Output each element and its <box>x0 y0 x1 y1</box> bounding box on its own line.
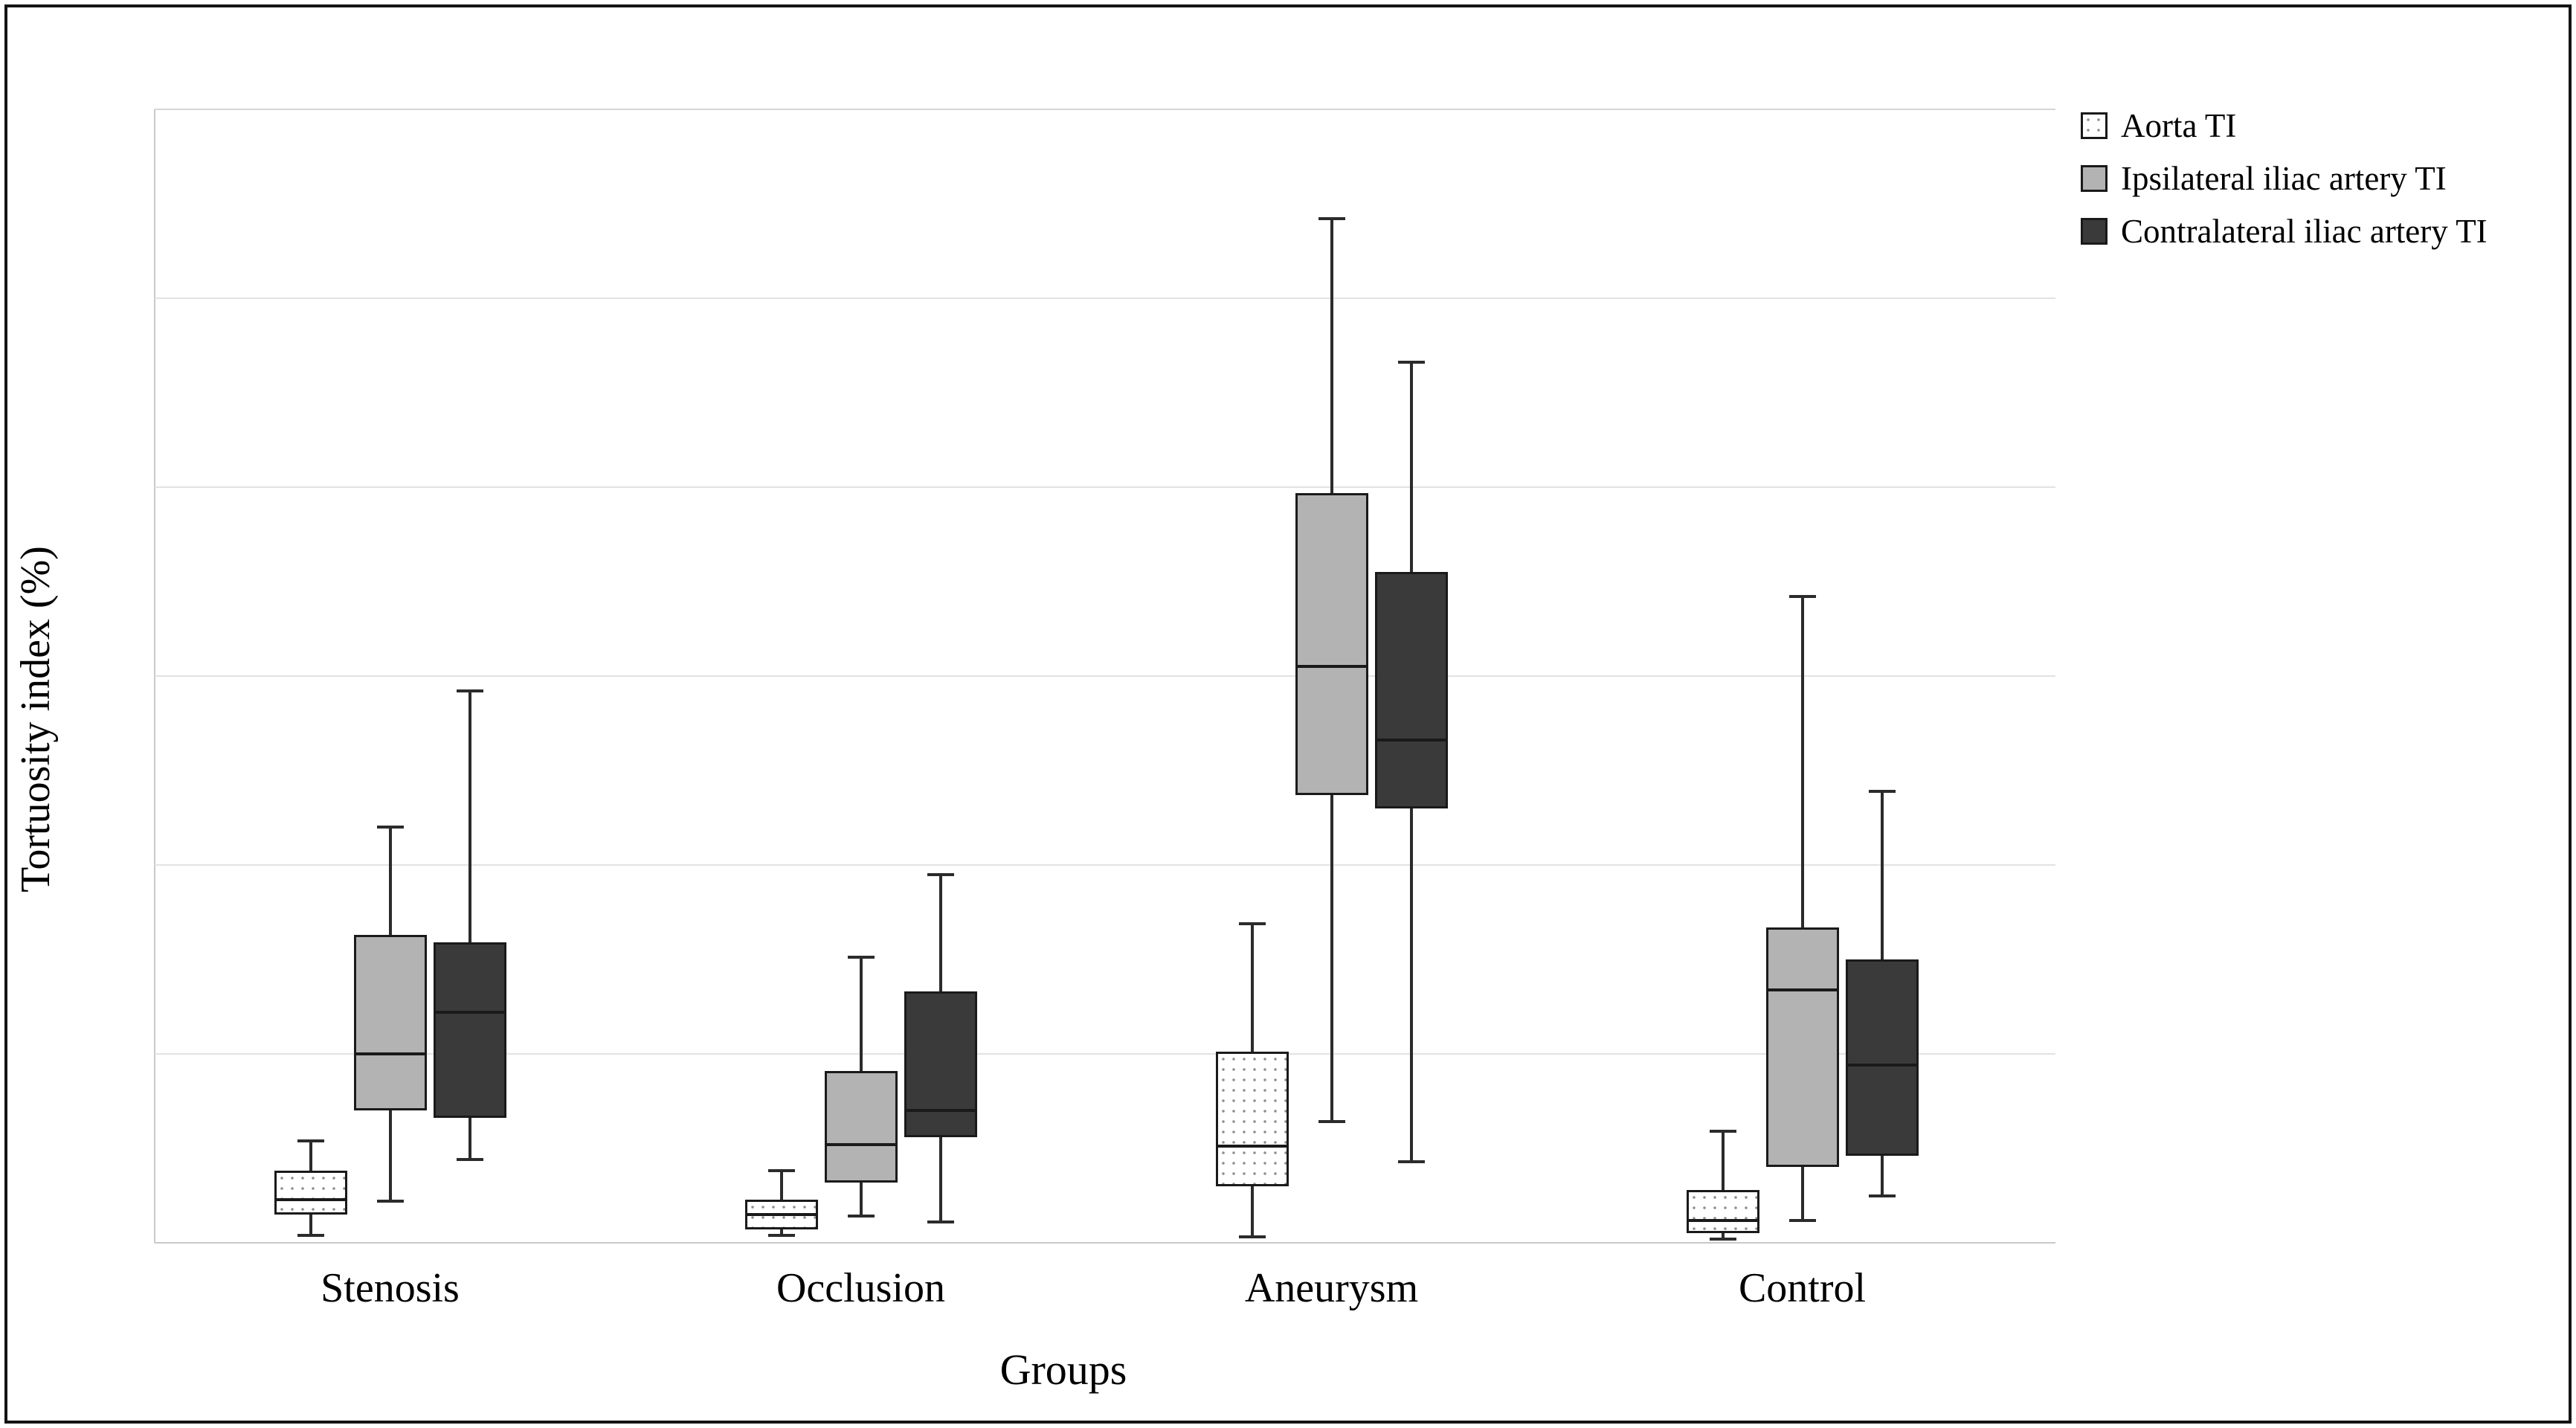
category-label-aneurysm: Aneurysm <box>1244 1265 1419 1311</box>
whisker-cap-max-ipsilateral-aneurysm <box>1318 217 1345 221</box>
legend-swatch-2 <box>2081 165 2108 192</box>
category-label-control: Control <box>1738 1265 1867 1311</box>
whisker-upper-ipsilateral-control <box>1800 596 1804 927</box>
legend-label-1: Aorta TI <box>2121 106 2237 144</box>
box-ipsilateral-stenosis <box>353 934 427 1111</box>
box-aorta-occlusion <box>744 1199 818 1230</box>
whisker-lower-contralateral-aneurysm <box>1409 808 1413 1162</box>
plot-area <box>154 109 2055 1244</box>
median-ipsilateral-control <box>1765 988 1839 991</box>
whisker-lower-aorta-aneurysm <box>1250 1186 1254 1238</box>
whisker-cap-max-contralateral-occlusion <box>927 872 954 876</box>
median-aorta-control <box>1686 1218 1759 1222</box>
whisker-cap-max-contralateral-stenosis <box>456 689 483 693</box>
whisker-upper-ipsilateral-aneurysm <box>1330 219 1333 493</box>
box-aorta-control <box>1686 1189 1759 1234</box>
legend-item-1: Aorta TI <box>2081 99 2236 152</box>
whisker-cap-min-aorta-aneurysm <box>1238 1235 1266 1239</box>
legend-label-2: Ipsilateral iliac artery TI <box>2121 159 2447 197</box>
whisker-cap-min-ipsilateral-stenosis <box>376 1200 404 1203</box>
whisker-cap-min-ipsilateral-occlusion <box>847 1215 875 1218</box>
whisker-cap-max-aorta-aneurysm <box>1238 922 1266 925</box>
whisker-lower-ipsilateral-control <box>1800 1167 1804 1220</box>
median-aorta-occlusion <box>744 1212 818 1216</box>
median-aorta-aneurysm <box>1215 1145 1289 1148</box>
y-axis-title: Tortuosity index (%) <box>12 546 59 892</box>
median-ipsilateral-aneurysm <box>1295 665 1368 669</box>
gridline-60 <box>155 109 2055 110</box>
whisker-upper-contralateral-stenosis <box>468 691 471 943</box>
whisker-upper-contralateral-control <box>1880 791 1884 959</box>
whisker-cap-min-contralateral-occlusion <box>927 1220 954 1224</box>
median-ipsilateral-stenosis <box>353 1052 427 1055</box>
whisker-cap-min-contralateral-control <box>1868 1194 1896 1197</box>
whisker-cap-max-ipsilateral-stenosis <box>376 826 404 829</box>
x-axis-line <box>155 1242 2055 1244</box>
whisker-cap-max-aorta-control <box>1709 1130 1736 1133</box>
whisker-cap-min-ipsilateral-control <box>1788 1218 1816 1222</box>
whisker-cap-max-contralateral-control <box>1868 789 1896 793</box>
whisker-cap-max-aorta-occlusion <box>767 1169 795 1173</box>
figure-border <box>4 4 2572 1424</box>
whisker-cap-min-aorta-occlusion <box>767 1233 795 1237</box>
whisker-cap-min-contralateral-aneurysm <box>1397 1160 1425 1163</box>
whisker-upper-aorta-control <box>1721 1131 1725 1190</box>
gridline-50 <box>155 298 2055 299</box>
legend-item-2: Ipsilateral iliac artery TI <box>2081 152 2447 205</box>
median-contralateral-aneurysm <box>1374 739 1448 742</box>
legend-label-3: Contralateral iliac artery TI <box>2121 212 2488 250</box>
whisker-upper-aorta-occlusion <box>779 1171 783 1200</box>
whisker-lower-contralateral-stenosis <box>468 1118 471 1160</box>
whisker-lower-ipsilateral-occlusion <box>859 1182 863 1217</box>
gridline-40 <box>155 486 2055 488</box>
whisker-cap-max-ipsilateral-control <box>1788 595 1816 599</box>
whisker-lower-contralateral-control <box>1880 1156 1884 1196</box>
x-axis-title: Groups <box>999 1345 1127 1394</box>
gridline-30 <box>155 675 2055 677</box>
whisker-lower-contralateral-occlusion <box>938 1136 942 1223</box>
box-contralateral-stenosis <box>433 942 506 1119</box>
median-contralateral-stenosis <box>433 1011 506 1014</box>
median-ipsilateral-occlusion <box>824 1142 898 1146</box>
box-aorta-aneurysm <box>1215 1052 1289 1186</box>
legend-swatch-1 <box>2081 112 2108 139</box>
y-axis-title-text: Tortuosity index (%) <box>13 546 59 892</box>
median-contralateral-control <box>1845 1064 1919 1067</box>
gridline-20 <box>155 864 2055 866</box>
whisker-cap-max-aorta-stenosis <box>297 1139 324 1142</box>
whisker-cap-max-contralateral-aneurysm <box>1397 361 1425 364</box>
whisker-lower-aorta-occlusion <box>779 1229 783 1235</box>
whisker-upper-aorta-aneurysm <box>1250 923 1254 1052</box>
gridline-10 <box>155 1053 2055 1055</box>
median-aorta-stenosis <box>274 1197 347 1201</box>
category-label-stenosis: Stenosis <box>321 1265 460 1311</box>
box-ipsilateral-occlusion <box>824 1070 898 1183</box>
whisker-upper-contralateral-occlusion <box>938 874 942 992</box>
legend-swatch-3 <box>2081 218 2108 245</box>
whisker-cap-min-contralateral-stenosis <box>456 1158 483 1162</box>
legend-item-3: Contralateral iliac artery TI <box>2081 205 2488 258</box>
whisker-lower-aorta-stenosis <box>309 1214 312 1235</box>
category-label-occlusion: Occlusion <box>776 1265 946 1311</box>
box-contralateral-occlusion <box>904 991 977 1137</box>
box-contralateral-control <box>1845 959 1919 1157</box>
median-contralateral-occlusion <box>904 1109 977 1113</box>
whisker-lower-aorta-control <box>1721 1233 1725 1239</box>
whisker-cap-min-aorta-control <box>1709 1237 1736 1241</box>
box-contralateral-aneurysm <box>1374 572 1448 808</box>
whisker-upper-contralateral-aneurysm <box>1409 362 1413 573</box>
whisker-lower-ipsilateral-stenosis <box>388 1110 392 1202</box>
whisker-lower-ipsilateral-aneurysm <box>1330 795 1333 1122</box>
box-ipsilateral-control <box>1765 927 1839 1168</box>
whisker-cap-max-ipsilateral-occlusion <box>847 956 875 959</box>
box-aorta-stenosis <box>274 1171 347 1215</box>
box-ipsilateral-aneurysm <box>1295 492 1368 795</box>
whisker-cap-min-ipsilateral-aneurysm <box>1318 1120 1345 1124</box>
whisker-upper-aorta-stenosis <box>309 1140 312 1171</box>
whisker-upper-ipsilateral-occlusion <box>859 957 863 1071</box>
whisker-upper-ipsilateral-stenosis <box>388 827 392 935</box>
whisker-cap-min-aorta-stenosis <box>297 1233 324 1237</box>
